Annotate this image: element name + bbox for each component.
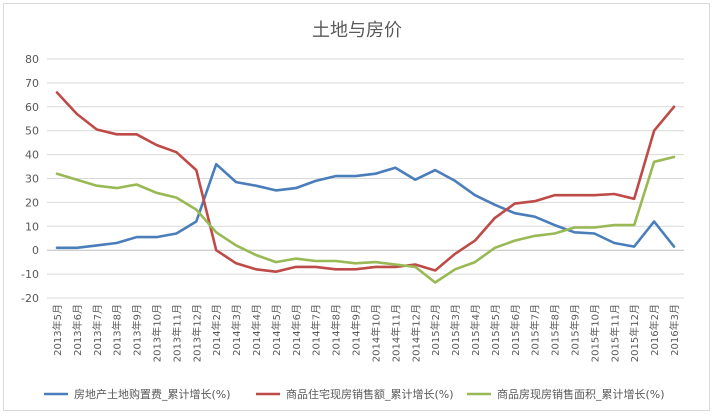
x-axis-ticks: 2013年5月 2013年6月 2013年7月 2013年8月 2013年9月 2013年… [51,304,681,362]
chart-frame: 土地与房价 -20 -10 0 10 20 30 40 50 60 70 80 2013年5月 201… [3,3,710,411]
x-tick-label: 2016年3月 [668,304,681,356]
y-tick-label: -20 [21,292,39,305]
legend: 房地产土地购置费_累计增长(%) 商品住宅现房销售额_累计增长(%) 商品房现房销售… [44,387,665,401]
x-tick-label: 2014年9月 [350,304,363,356]
chart-title: 土地与房价 [312,20,402,41]
x-tick-label: 2015年9月 [569,304,582,356]
x-tick-label: 2015年3月 [449,304,462,356]
x-tick-label: 2013年9月 [131,304,144,356]
x-tick-label: 2014年8月 [330,304,343,356]
x-tick-label: 2015年11月 [608,304,621,362]
x-tick-label: 2015年8月 [549,304,562,356]
x-tick-label: 2013年7月 [91,304,104,356]
x-tick-label: 2015年12月 [628,304,641,362]
y-tick-label: 70 [25,77,39,90]
x-tick-label: 2015年4月 [469,304,482,356]
y-tick-label: 50 [25,125,39,138]
x-tick-label: 2014年5月 [270,304,283,356]
x-tick-label: 2013年6月 [71,304,84,356]
series-lines [55,91,676,284]
x-tick-label: 2014年3月 [230,304,243,356]
series-line-1 [55,162,676,250]
y-tick-label: 40 [25,149,39,162]
y-tick-label: 30 [25,173,39,186]
y-tick-label: 10 [25,220,39,233]
x-tick-label: 2014年4月 [250,304,263,356]
y-tick-label: 60 [25,101,39,114]
y-tick-label: 20 [25,196,39,209]
x-tick-label: 2015年10月 [588,304,601,362]
x-tick-label: 2013年10月 [150,304,163,362]
x-tick-label: 2014年10月 [369,304,382,362]
x-tick-label: 2014年6月 [290,304,303,356]
x-tick-label: 2014年7月 [310,304,323,356]
x-tick-label: 2015年5月 [489,304,502,356]
x-tick-label: 2015年2月 [429,304,442,356]
x-tick-label: 2015年7月 [529,304,542,356]
y-tick-label: 0 [32,244,39,257]
legend-label-1: 房地产土地购置费_累计增长(%) [74,387,231,401]
x-tick-label: 2016年2月 [648,304,661,356]
series-line-2 [55,91,676,274]
y-axis-ticks: -20 -10 0 10 20 30 40 50 60 70 80 [21,53,39,305]
series-line-3 [55,155,676,284]
x-tick-label: 2014年11月 [389,304,402,362]
x-tick-label: 2014年12月 [409,304,422,362]
x-tick-label: 2015年6月 [509,304,522,356]
gridlines [47,58,684,299]
x-tick-label: 2013年12月 [190,304,203,362]
x-tick-label: 2014年2月 [210,304,223,356]
y-tick-label: -10 [21,268,39,281]
legend-label-2: 商品住宅现房销售额_累计增长(%) [286,387,454,401]
x-tick-label: 2013年5月 [51,304,64,356]
x-tick-label: 2013年8月 [111,304,124,356]
x-tick-label: 2013年11月 [170,304,183,362]
y-tick-label: 80 [25,53,39,66]
legend-label-3: 商品房现房销售面积_累计增长(%) [497,387,665,401]
